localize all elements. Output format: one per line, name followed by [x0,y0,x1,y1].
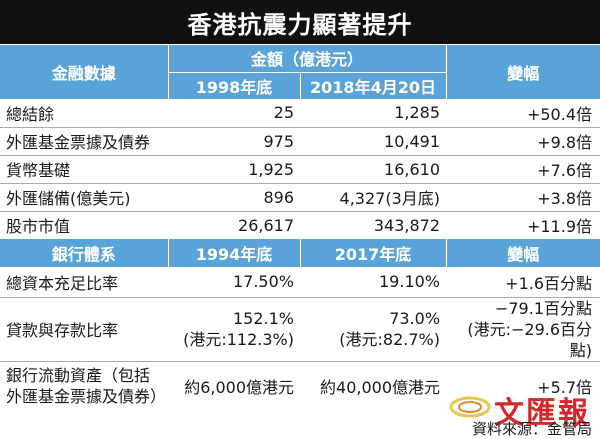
value-b: 4,327(3月底) [300,183,447,212]
header-change: 變幅 [446,45,600,99]
row-label: 總結餘 [0,99,168,128]
value-a: 17.50% [168,267,300,298]
logo-swirl-icon [449,396,491,418]
table-row: 總結餘 25 1,285 +50.4倍 [0,99,600,128]
value-change: +11.9倍 [526,217,593,237]
row-label-line-1: 銀行流動資產（包括 [6,366,151,386]
value-b: 19.10% [300,267,447,298]
table-row: 銀行流動資產（包括 外匯基金票據及債券） 約6,000億港元 約40,000億港… [0,361,600,411]
value-change: +5.7倍 [537,378,593,398]
value-b: 1,285 [300,99,447,128]
value-a-hkd: (港元:112.3%) [183,330,294,349]
row-label: 外匯基金票據及債券 [0,127,168,156]
row-label: 貨幣基礎 [0,155,168,184]
row-label: 貸款與存款比率 [0,297,168,362]
value-change: +7.6倍 [446,155,600,184]
value-a: 896 [168,183,300,212]
value-a: 152.1% (港元:112.3%) [168,297,300,362]
value-b-main: 73.0% [389,309,441,328]
row-label: 外匯儲備(億美元) [0,183,168,212]
value-change: +1.6百分點 [446,267,600,298]
row-label-line-2: 外匯基金票據及債券） [6,387,167,407]
header-financial-data: 金融數據 [0,45,169,99]
table-row: 貸款與存款比率 152.1% (港元:112.3%) 73.0% (港元:82.… [0,297,600,362]
table-row: 外匯儲備(億美元) 896 4,327(3月底) +3.8倍 [0,183,600,212]
header-change-2: 變幅 [446,239,600,267]
value-a-main: 152.1% [232,309,294,328]
value-b: 73.0% (港元:82.7%) [300,297,447,362]
value-change-main: −79.1百分點 [494,298,593,318]
newspaper-logo: 文匯報 [448,392,596,431]
logo-text: 文匯報 [494,396,590,431]
header-date-2018: 2018年4月20日 [300,72,447,99]
value-a: 25 [168,99,300,128]
table-row: 外匯基金票據及債券 975 10,491 +9.8倍 [0,127,600,156]
value-change: +50.4倍 [446,99,600,128]
header-amount: 金額（億港元） [168,45,447,73]
value-a: 975 [168,127,300,156]
value-b-hkd: (港元:82.7%) [339,330,441,349]
value-a: 26,617 [238,215,294,235]
row-label: 銀行流動資產（包括 外匯基金票據及債券） [0,361,168,411]
value-change: +9.8倍 [446,127,600,156]
row-label: 股市市值 [6,217,71,237]
value-b: 16,610 [300,155,447,184]
page-title: 香港抗震力顯著提升 [0,0,600,44]
header-year-1998: 1998年底 [168,72,301,99]
header-year-1994: 1994年底 [168,239,301,267]
value-a: 約6,000億港元 [184,378,294,398]
value-change: +3.8倍 [446,183,600,212]
row-label: 總資本充足比率 [0,267,168,298]
source-note: 資料來源：金管局 [471,420,592,438]
table-row: 貨幣基礎 1,925 16,610 +7.6倍 [0,155,600,184]
value-b: 343,872 [373,215,441,235]
value-a: 1,925 [168,155,300,184]
table-row: 股市市值 26,617 343,872 +11.9倍 [0,211,600,239]
value-change-hkd: (港元:−29.6百分點) [467,319,593,360]
header-year-2017: 2017年底 [300,239,447,267]
table-row: 總資本充足比率 17.50% 19.10% +1.6百分點 [0,267,600,298]
value-b: 約40,000億港元 [320,378,441,398]
value-b: 10,491 [300,127,447,156]
value-change: −79.1百分點 (港元:−29.6百分點) [446,297,600,362]
header-banking-system: 銀行體系 [0,239,169,267]
data-table: 金融數據 金額（億港元） 變幅 1998年底 2018年4月20日 總結餘 25… [0,45,600,411]
